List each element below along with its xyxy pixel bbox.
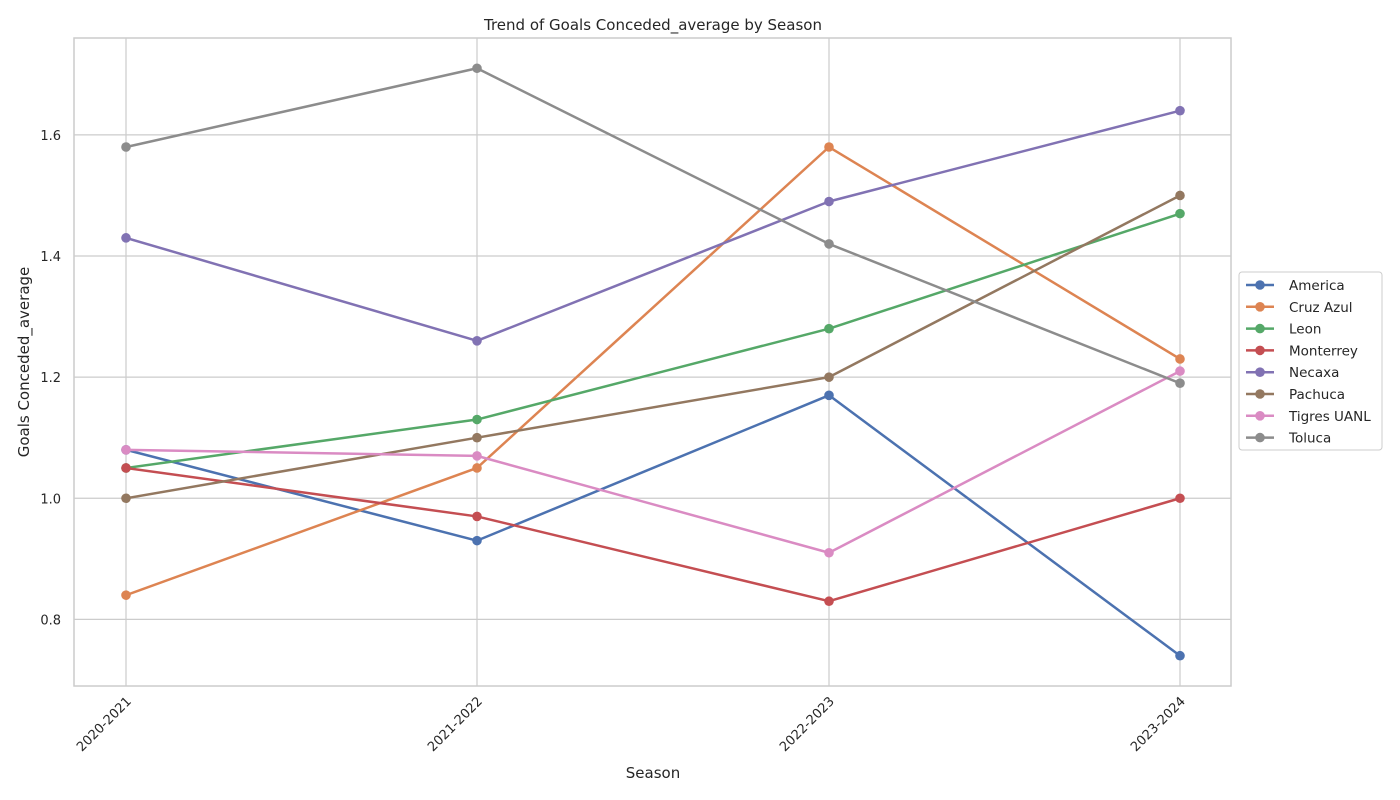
y-axis-ticks: 0.8 1.0 1.2 1.4 1.6 — [40, 129, 61, 628]
series-leon — [121, 208, 1185, 473]
data-point — [1175, 378, 1185, 388]
data-point — [121, 142, 131, 152]
y-tick-label: 1.0 — [40, 492, 61, 507]
data-point — [824, 323, 834, 334]
data-point — [472, 432, 482, 443]
legend-item-toluca: Toluca — [1246, 431, 1331, 447]
data-point — [1175, 650, 1185, 661]
legend-marker — [1255, 411, 1265, 421]
legend-marker — [1255, 389, 1265, 399]
data-point — [472, 463, 482, 473]
y-tick-label: 1.2 — [40, 371, 61, 386]
data-point — [472, 414, 482, 425]
series-necaxa — [121, 105, 1185, 346]
series-line-necaxa — [124, 109, 1182, 343]
series-toluca — [121, 63, 1185, 388]
data-point — [824, 372, 834, 382]
chart-title: Trend of Goals Conceded_average by Seaso… — [483, 16, 822, 35]
series-layer — [121, 63, 1185, 661]
data-point — [824, 390, 834, 401]
series-line-toluca — [124, 67, 1182, 385]
data-point — [824, 596, 834, 607]
series-line-monterrey — [124, 466, 1182, 603]
series-line-pachuca — [124, 194, 1182, 500]
legend-items: America Cruz Azul Leon Monterrey Necaxa Pachu… — [1246, 278, 1371, 447]
data-point — [1175, 366, 1185, 376]
series-tigres-uanl — [121, 366, 1185, 558]
data-point — [472, 535, 482, 546]
data-point — [121, 590, 131, 600]
series-line-cruz-azul — [124, 145, 1182, 597]
data-point — [472, 336, 482, 346]
legend-item-monterrey: Monterrey — [1246, 343, 1358, 359]
legend-label: Monterrey — [1289, 343, 1358, 359]
data-point — [472, 63, 482, 74]
legend-label: Toluca — [1288, 431, 1331, 447]
data-point — [1175, 105, 1185, 116]
series-cruz-azul — [121, 142, 1185, 600]
legend-label: America — [1289, 278, 1345, 294]
legend-label: Necaxa — [1289, 365, 1339, 381]
legend-marker — [1255, 367, 1265, 378]
legend-label: Pachuca — [1289, 387, 1345, 403]
x-axis-label: Season — [626, 764, 680, 782]
data-point — [824, 547, 834, 558]
data-point — [1175, 354, 1185, 364]
x-tick-label: 2021-2022 — [425, 694, 486, 755]
series-monterrey — [121, 463, 1185, 607]
legend-item-pachuca: Pachuca — [1246, 387, 1345, 403]
data-point — [472, 511, 482, 522]
x-tick-label: 2022-2023 — [777, 694, 838, 755]
grid — [74, 38, 1231, 686]
x-tick-label: 2023-2024 — [1128, 694, 1189, 755]
legend: America Cruz Azul Leon Monterrey Necaxa Pachu… — [1238, 271, 1383, 451]
legend-item-tigres-uanl: Tigres UANL — [1246, 409, 1371, 425]
y-axis-label: Goals Conceded_average — [15, 267, 34, 458]
legend-marker — [1255, 323, 1265, 334]
x-tick-label: 2020-2021 — [74, 694, 135, 755]
legend-marker — [1255, 302, 1265, 312]
data-point — [121, 493, 131, 504]
legend-label: Leon — [1289, 322, 1321, 338]
data-point — [472, 451, 482, 461]
y-tick-label: 1.4 — [40, 250, 61, 265]
series-pachuca — [121, 190, 1185, 504]
y-tick-label: 0.8 — [40, 613, 61, 628]
data-point — [121, 463, 131, 473]
legend-item-america: America — [1246, 278, 1345, 294]
data-point — [1175, 190, 1185, 201]
data-point — [824, 239, 834, 249]
data-point — [1175, 208, 1185, 219]
legend-item-cruz-azul: Cruz Azul — [1246, 300, 1353, 316]
legend-marker — [1255, 280, 1265, 290]
data-point — [121, 233, 131, 243]
series-line-leon — [124, 212, 1182, 470]
legend-item-leon: Leon — [1246, 322, 1321, 338]
legend-marker — [1255, 432, 1265, 443]
data-point — [824, 196, 834, 207]
plot-frame — [73, 37, 1232, 687]
series-america — [121, 390, 1185, 661]
y-tick-label: 1.6 — [40, 129, 61, 144]
series-line-tigres-uanl — [124, 369, 1182, 555]
series-line-america — [124, 394, 1182, 657]
legend-item-necaxa: Necaxa — [1246, 365, 1339, 381]
data-point — [121, 445, 131, 455]
legend-box — [1238, 271, 1383, 451]
legend-marker — [1255, 345, 1265, 356]
data-point — [824, 142, 834, 152]
legend-label: Tigres UANL — [1288, 409, 1371, 425]
data-point — [1175, 493, 1185, 504]
x-axis-ticks: 2020-2021 2021-2022 2022-2023 2023-2024 — [74, 694, 1189, 755]
legend-label: Cruz Azul — [1289, 300, 1353, 316]
